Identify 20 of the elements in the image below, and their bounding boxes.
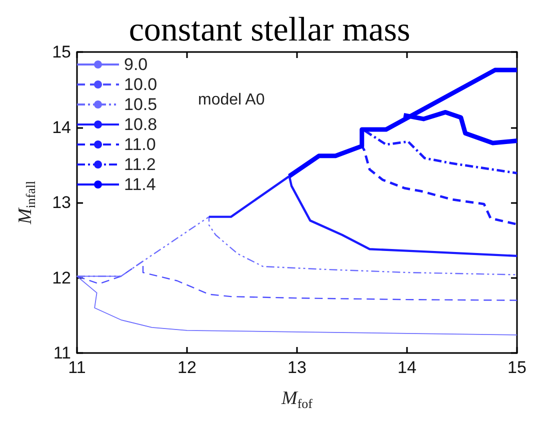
legend-label: 11.0 [124, 135, 156, 154]
legend-label: 10.8 [124, 115, 158, 134]
y-tick-label: 11 [53, 344, 71, 362]
x-tick-label: 13 [288, 358, 306, 377]
y-tick-label: 13 [52, 193, 71, 212]
legend-label: 11.4 [124, 175, 156, 194]
x-tick-label: 12 [178, 358, 196, 377]
legend-label: 10.0 [124, 75, 158, 94]
chart-title: constant stellar mass [128, 12, 410, 48]
x-tick-label: 11 [68, 358, 86, 377]
legend-label: 11.2 [124, 155, 156, 174]
x-tick-label: 14 [398, 358, 416, 377]
x-tick-label: 15 [508, 358, 526, 377]
y-tick-label: 12 [52, 268, 71, 288]
legend-label: 10.5 [124, 95, 158, 114]
y-tick-label: 15 [52, 42, 71, 62]
y-tick-label: 14 [52, 118, 71, 137]
legend-label: 9.0 [124, 55, 148, 74]
annotation: model A0 [198, 92, 265, 108]
y-axis-title: Minfall [15, 180, 38, 226]
